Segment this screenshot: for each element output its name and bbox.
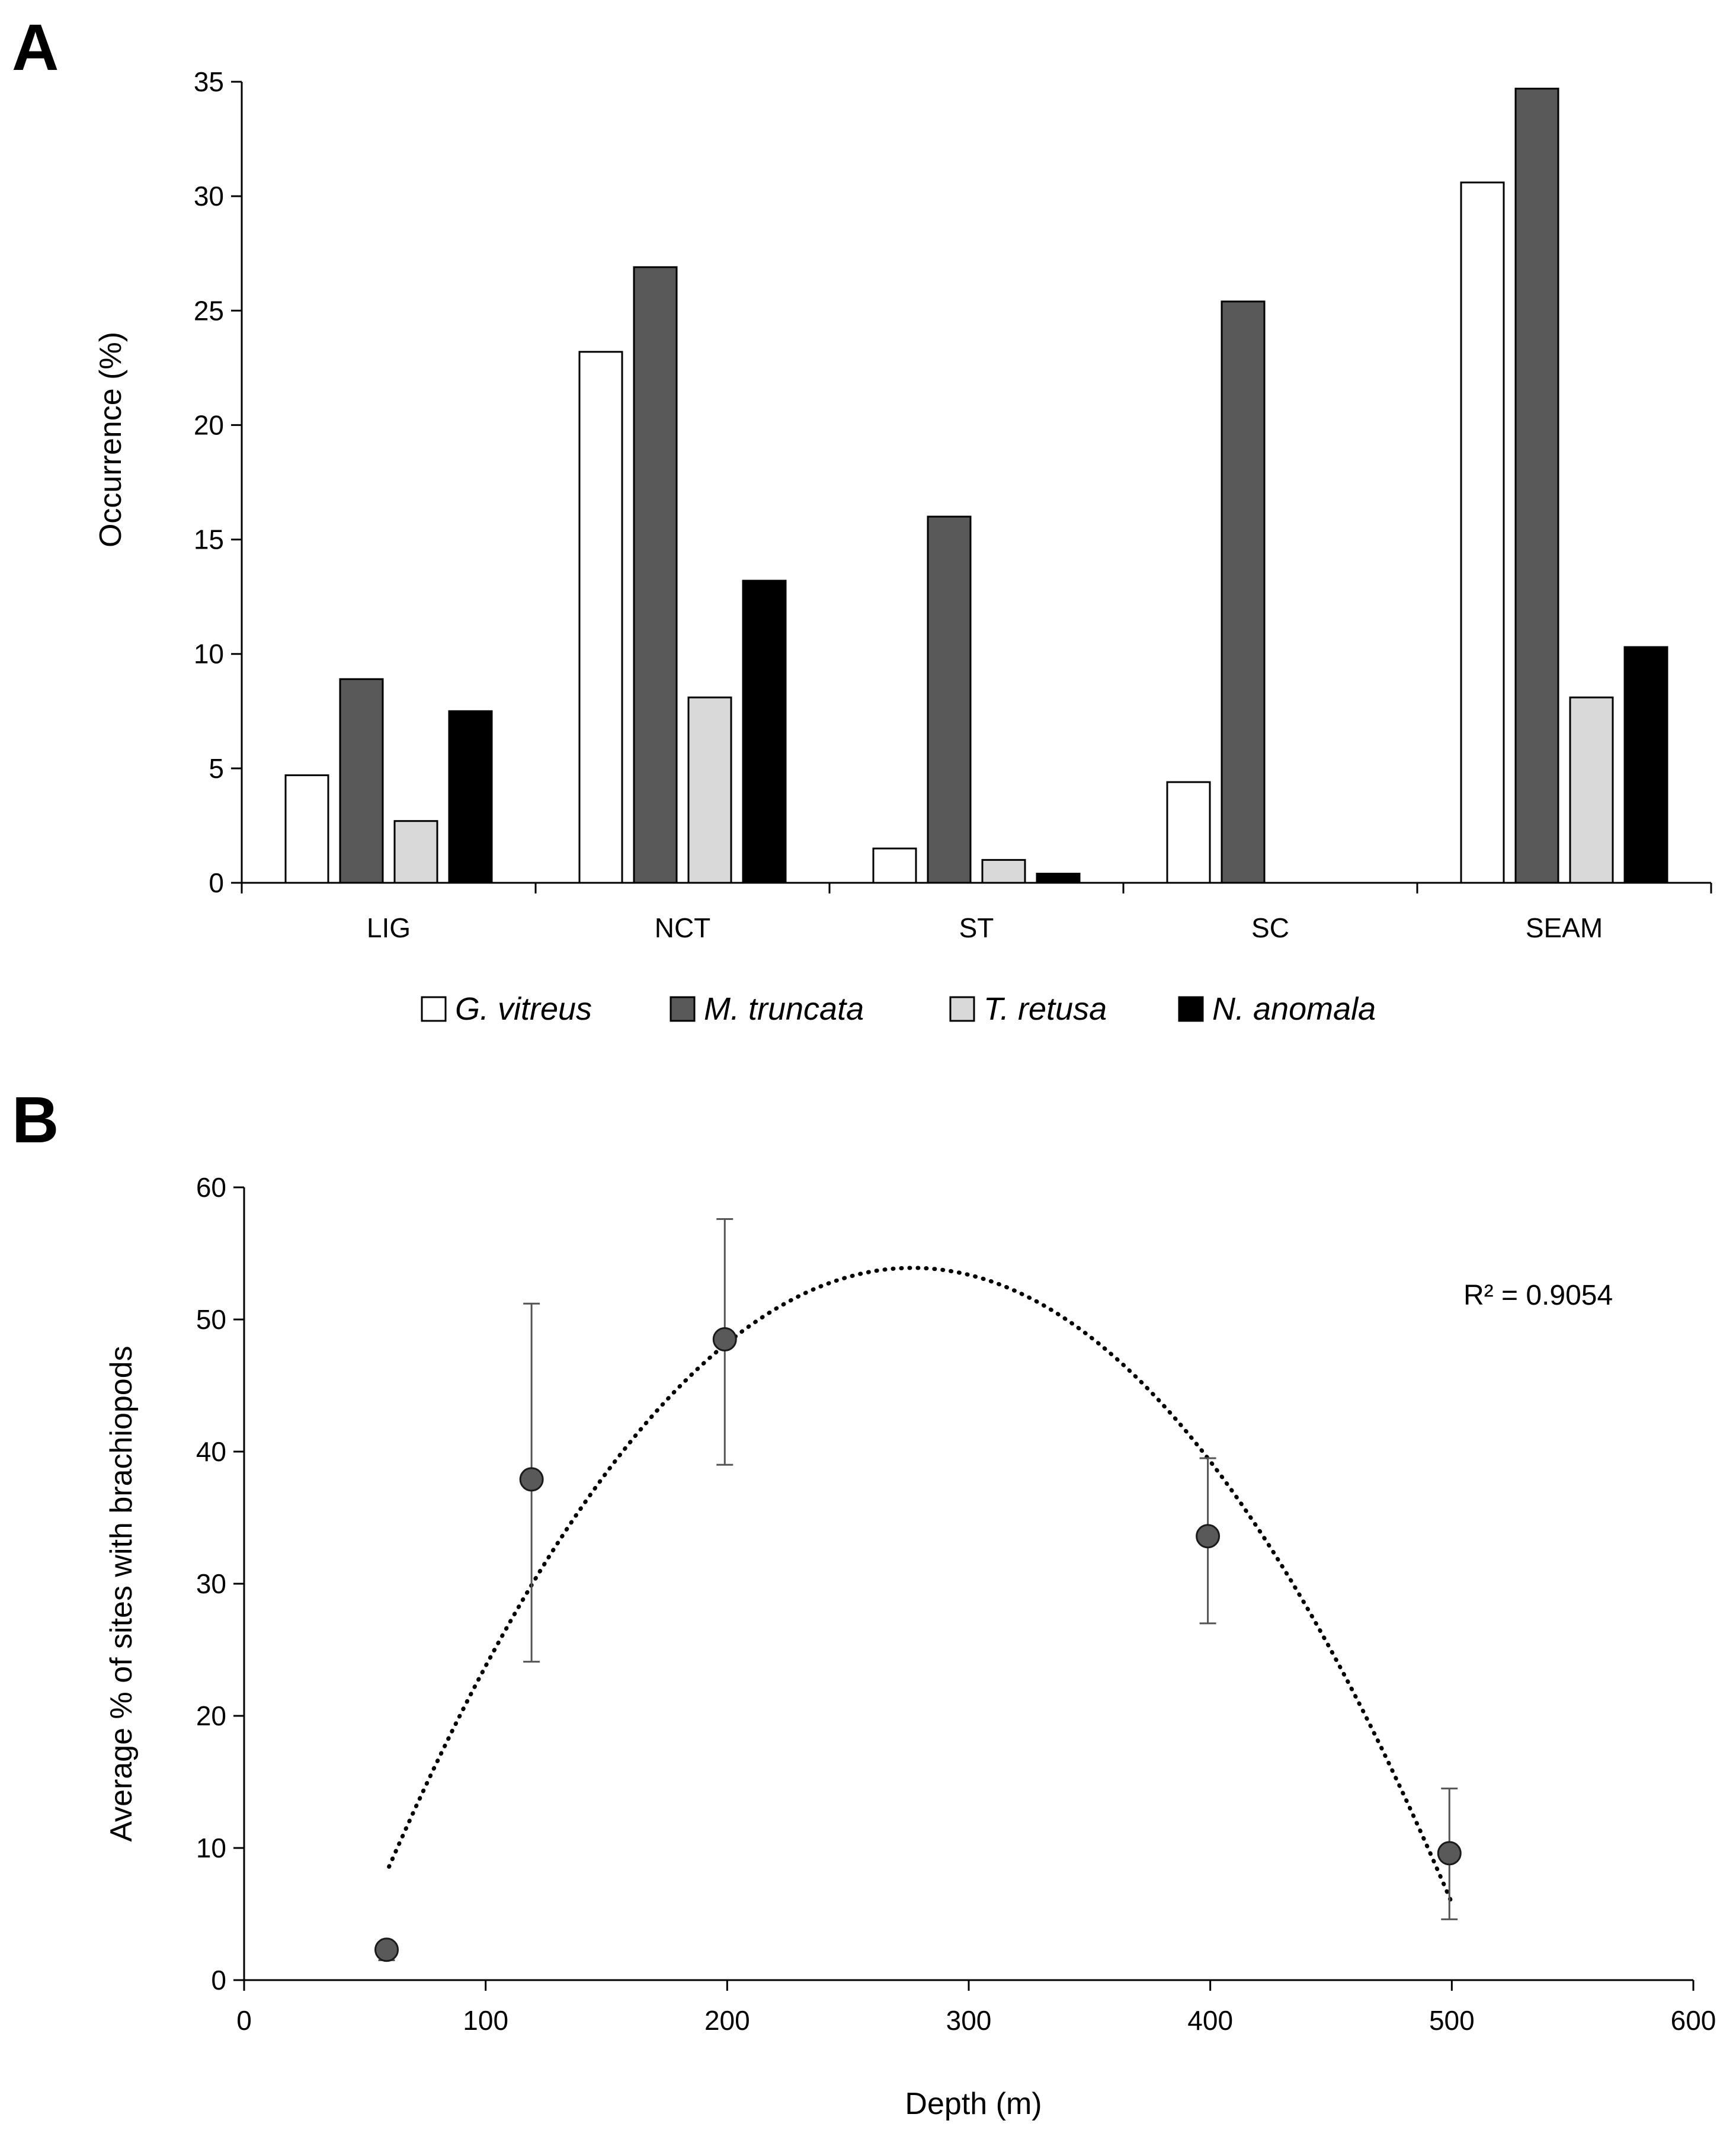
legend-label-g-vitreus: G. vitreus (455, 991, 592, 1027)
y-tick-label: 10 (194, 639, 224, 670)
bar-sc-g-vitreus (1166, 781, 1211, 884)
chart-b: 0 10 20 30 40 50 60 0 100 200 300 400 500 600 R² = 0… (104, 1172, 1716, 2121)
panel-a-label: A (12, 11, 59, 84)
panel-b-label: B (12, 1084, 59, 1157)
chart-b-points (374, 1327, 1462, 1962)
chart-b-y-ticks: 0 10 20 30 40 50 60 (196, 1172, 244, 1996)
bar-lig-g-vitreus (284, 774, 329, 884)
chart-a: 0 5 10 15 20 25 30 35 LIG NCT ST SC SEAM Occurrence… (94, 66, 1712, 1027)
bar-nct-t-retusa (687, 696, 732, 884)
y-tick-label: 60 (196, 1172, 226, 1203)
x-tick-label-st: ST (959, 912, 994, 943)
chart-a-bars (284, 88, 1668, 884)
bar-seam-t-retusa (1569, 696, 1614, 884)
x-tick-label: 100 (463, 2005, 508, 2036)
bar-st-g-vitreus (872, 847, 917, 884)
chart-a-legend: G. vitreus M. truncata T. retusa N. anomala (421, 991, 1376, 1027)
y-tick-label: 5 (209, 753, 224, 784)
y-tick-label: 0 (211, 1965, 226, 1996)
bar-seam-g-vitreus (1460, 181, 1505, 884)
y-tick-label: 0 (209, 867, 224, 898)
legend-swatch-n-anomala (1178, 996, 1204, 1022)
y-tick-label: 30 (196, 1568, 226, 1599)
data-point-0 (374, 1937, 399, 1962)
bar-nct-m-truncata (633, 266, 678, 884)
legend-label-n-anomala: N. anomala (1212, 991, 1376, 1027)
x-tick-label-nct: NCT (655, 912, 711, 943)
y-tick-label: 40 (196, 1436, 226, 1467)
x-tick-label: 300 (946, 2005, 992, 2036)
legend-label-t-retusa: T. retusa (984, 991, 1107, 1027)
legend-swatch-t-retusa (949, 996, 975, 1022)
bar-lig-m-truncata (339, 678, 384, 884)
chart-b-r2-annotation: R² = 0.9054 (1463, 1280, 1613, 1311)
y-tick-label: 20 (196, 1700, 226, 1731)
chart-b-x-axis-title: Depth (m) (905, 2087, 1042, 2121)
x-tick-label-sc: SC (1251, 912, 1289, 943)
bar-st-t-retusa (981, 859, 1026, 884)
bar-lig-n-anomala (448, 710, 493, 884)
x-tick-label-lig: LIG (367, 912, 411, 943)
y-tick-label: 20 (194, 409, 224, 440)
chart-a-x-ticks: LIG NCT ST SC SEAM (241, 883, 1712, 943)
bar-seam-n-anomala (1623, 646, 1668, 884)
x-tick-label-seam: SEAM (1526, 912, 1603, 943)
y-tick-label: 15 (194, 524, 224, 555)
y-tick-label: 25 (194, 295, 224, 326)
trendline-path (387, 1266, 1454, 1905)
legend-swatch-m-truncata (670, 996, 696, 1022)
bar-nct-g-vitreus (578, 351, 623, 884)
x-tick-label: 500 (1429, 2005, 1475, 2036)
chart-a-y-axis-title: Occurrence (%) (94, 332, 128, 547)
chart-b-x-ticks: 0 100 200 300 400 500 600 (236, 1980, 1716, 2036)
x-tick-label: 0 (236, 2005, 252, 2036)
x-tick-label: 200 (704, 2005, 750, 2036)
bar-st-m-truncata (927, 515, 972, 884)
x-tick-label: 400 (1187, 2005, 1233, 2036)
bar-st-n-anomala (1036, 873, 1081, 884)
data-point-4 (1437, 1841, 1462, 1866)
bar-seam-m-truncata (1514, 88, 1559, 884)
bar-nct-n-anomala (742, 579, 787, 884)
chart-b-y-axis-title: Average % of sites with brachiopods (104, 1346, 139, 1841)
data-point-3 (1196, 1524, 1221, 1549)
chart-a-axes (241, 82, 1711, 884)
data-point-2 (712, 1327, 737, 1351)
y-tick-label: 10 (196, 1833, 226, 1863)
y-tick-label: 50 (196, 1304, 226, 1335)
y-tick-label: 30 (194, 181, 224, 212)
chart-a-y-ticks: 0 5 10 15 20 25 30 35 (194, 66, 242, 898)
data-point-1 (519, 1467, 544, 1492)
legend-swatch-g-vitreus (421, 996, 447, 1022)
bar-sc-m-truncata (1221, 300, 1266, 884)
chart-b-trendline (387, 1266, 1454, 1905)
bar-lig-t-retusa (393, 820, 438, 884)
legend-label-m-truncata: M. truncata (704, 991, 864, 1027)
x-tick-label: 600 (1671, 2005, 1716, 2036)
y-tick-label: 35 (194, 66, 224, 97)
